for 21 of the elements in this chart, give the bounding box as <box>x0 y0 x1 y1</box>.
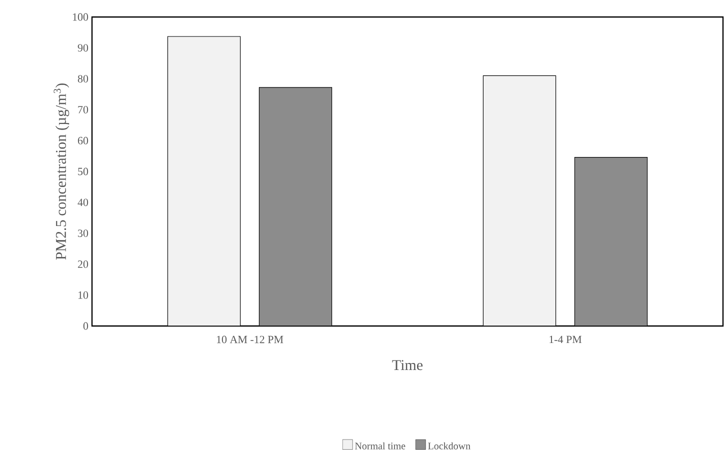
y-tick-label: 50 <box>78 168 88 176</box>
bar <box>167 36 241 326</box>
bar <box>574 156 648 326</box>
y-tick-label: 30 <box>78 230 88 238</box>
x-tick-label: 1-4 PM <box>550 336 582 344</box>
y-tick-label: 10 <box>78 291 88 299</box>
legend-label: Lockdown <box>428 442 470 450</box>
bar <box>258 87 332 326</box>
y-axis-title: PM2.5 concentration (µg/m$^{3}$) <box>54 84 70 260</box>
y-tick-label: 40 <box>78 198 88 206</box>
x-axis-title: Time <box>392 360 423 370</box>
y-tick-label: 20 <box>78 260 88 268</box>
bar <box>482 75 556 326</box>
y-tick-label: 70 <box>78 106 88 114</box>
y-tick-label: 60 <box>78 136 88 144</box>
y-tick-label: 80 <box>78 75 88 83</box>
legend-label: Normal time <box>354 442 406 450</box>
y-tick-label: 90 <box>78 44 88 52</box>
y-tick-label: 100 <box>72 13 88 21</box>
x-tick-label: 10 AM -12 PM <box>216 336 284 344</box>
y-tick-label: 0 <box>83 322 88 330</box>
